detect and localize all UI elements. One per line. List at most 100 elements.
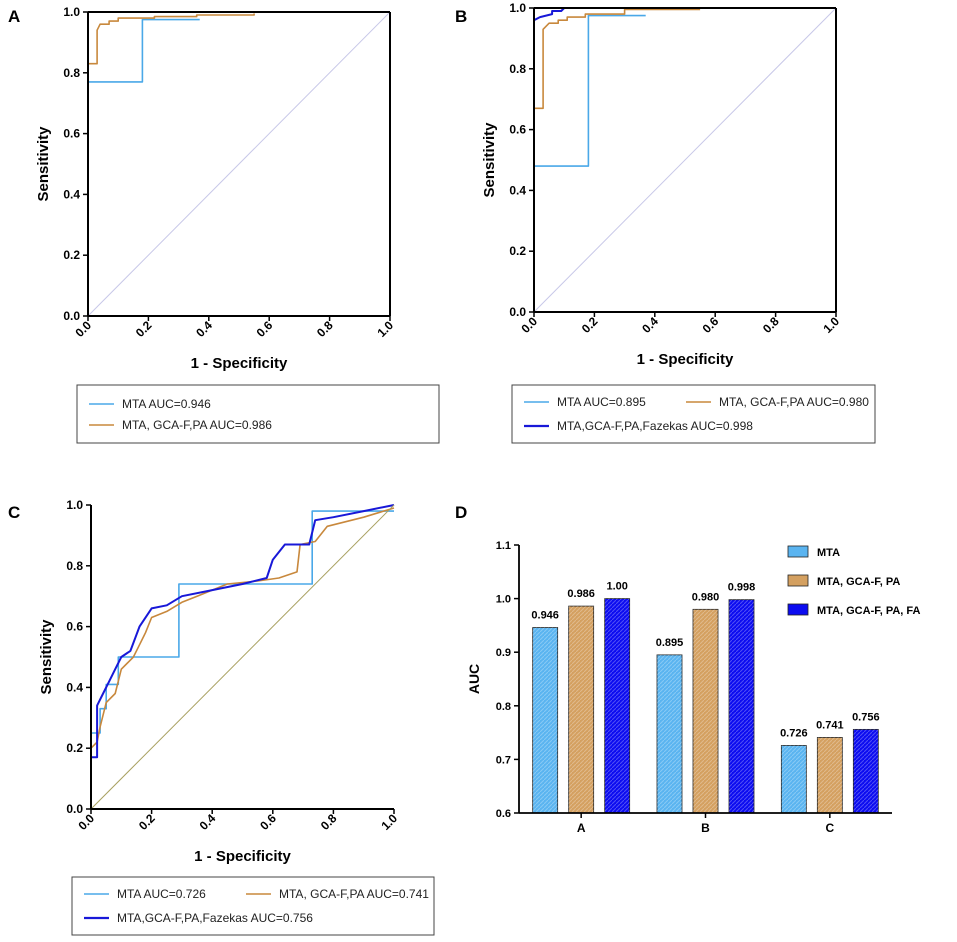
- bar-value-label: 0.998: [728, 582, 756, 594]
- legend-swatch: [787, 545, 809, 558]
- x-tick-label: 1.0: [378, 811, 400, 833]
- bar-value-label: 0.946: [531, 610, 559, 622]
- panel-letter-b: B: [455, 7, 467, 26]
- bar-value-label: 0.741: [816, 719, 844, 731]
- bar-value-label: 0.756: [852, 711, 880, 723]
- x-tick-label: 0.4: [193, 318, 215, 340]
- legend-box: [511, 384, 876, 444]
- y-axis-title: Sensitivity: [35, 126, 52, 202]
- bar-value-label: 0.986: [567, 588, 595, 600]
- x-tick-label: 0.2: [579, 314, 601, 336]
- y-tick-label: 1.1: [496, 540, 511, 552]
- legend-swatch: [787, 603, 809, 616]
- bar-texture: [568, 606, 594, 813]
- y-tick-label: 0.8: [496, 701, 511, 713]
- legend-label: MTA AUC=0.946: [122, 397, 211, 411]
- legend: MTA MTA, GCA-F, PA MTA, GCA-F, PA, FA: [787, 545, 921, 617]
- y-tick-label: 0.4: [66, 680, 83, 694]
- bar-texture: [781, 745, 807, 813]
- legend-box: [76, 384, 440, 444]
- y-tick-label: 0.0: [66, 802, 83, 816]
- y-tick-label: 0.6: [496, 808, 511, 820]
- x-tick-label: 0.6: [254, 318, 276, 340]
- bar-texture: [693, 609, 718, 813]
- bar-value-label: 0.726: [780, 727, 808, 739]
- legend: MTA AUC=0.946 MTA, GCA-F,PA AUC=0.986: [76, 384, 440, 444]
- roc-panel-a: 0.00.20.40.60.81.00.0 0.2 0.4 0.6 0.8 1.01 - …: [35, 5, 440, 444]
- roc-curve-0: [533, 14, 646, 312]
- panel-letter-c: C: [8, 503, 20, 522]
- legend-swatch: [787, 574, 809, 587]
- roc-curve-2: [533, 7, 571, 22]
- y-axis-title: Sensitivity: [38, 619, 55, 695]
- bar-value-label: 0.980: [692, 591, 720, 603]
- x-category-label: A: [577, 821, 586, 835]
- reference-diagonal-line: [533, 7, 837, 313]
- bar-texture: [657, 654, 682, 813]
- legend-label: MTA,GCA-F,PA,Fazekas AUC=0.998: [557, 419, 753, 433]
- legend-label: MTA, GCA-F,PA AUC=0.741: [279, 887, 429, 901]
- x-category-label: C: [825, 821, 834, 835]
- bar-texture: [729, 599, 754, 813]
- y-tick-label: 0.2: [509, 244, 526, 258]
- x-tick-label: 0.8: [760, 314, 782, 336]
- x-axis-title: 1 - Specificity: [637, 351, 734, 368]
- x-tick-label: 0.6: [700, 314, 722, 336]
- x-tick-label: 0.8: [314, 318, 336, 340]
- roc-curve-1: [90, 507, 395, 749]
- legend-label: MTA, GCA-F, PA, FA: [817, 605, 921, 617]
- roc-curve-0: [87, 18, 200, 262]
- y-tick-label: 0.4: [63, 187, 80, 201]
- bar-texture: [853, 729, 879, 813]
- legend: MTA AUC=0.726 MTA, GCA-F,PA AUC=0.741 MTA,…: [71, 876, 435, 936]
- y-tick-label: 0.0: [509, 305, 526, 319]
- bar-texture: [604, 598, 630, 813]
- y-tick-label: 1.0: [63, 5, 80, 19]
- y-tick-label: 0.7: [496, 754, 511, 766]
- reference-diagonal-line: [90, 504, 395, 810]
- x-category-label: B: [701, 821, 710, 835]
- bar-texture: [817, 737, 843, 813]
- legend-label: MTA, GCA-F,PA AUC=0.980: [719, 395, 869, 409]
- y-tick-label: 1.0: [509, 1, 526, 15]
- roc-panel-b: 0.00.20.40.60.81.00.0 0.2 0.4 0.6 0.8 1.01 - …: [481, 1, 876, 444]
- y-tick-label: 0.6: [509, 123, 526, 137]
- roc-panel-c: 0.00.20.40.60.81.00.0 0.2 0.4 0.6 0.8 1.01 - …: [38, 498, 435, 936]
- y-axis-title: Sensitivity: [481, 122, 498, 198]
- x-tick-label: 1.0: [374, 318, 396, 340]
- bar-panel-d: 0.946 0.986 1.00 A 0.895 0.980 0.998 B 0.726 0.74…: [466, 540, 921, 835]
- y-tick-label: 0.8: [66, 559, 83, 573]
- reference-diagonal-line: [87, 11, 391, 317]
- x-tick-label: 1.0: [820, 314, 842, 336]
- x-tick-label: 0.4: [639, 314, 661, 336]
- y-tick-label: 0.8: [509, 62, 526, 76]
- x-tick-label: 0.6: [257, 811, 279, 833]
- panel-letter-d: D: [455, 503, 467, 522]
- legend-label: MTA, GCA-F, PA: [817, 576, 900, 588]
- legend-label: MTA, GCA-F,PA AUC=0.986: [122, 418, 272, 432]
- legend-label: MTA AUC=0.895: [557, 395, 646, 409]
- roc-curve-2: [90, 504, 395, 809]
- x-tick-label: 0.2: [133, 318, 155, 340]
- roc-curve-1: [87, 13, 255, 316]
- roc-curve-1: [533, 8, 701, 291]
- panel-letter-a: A: [8, 7, 20, 26]
- x-axis-title: 1 - Specificity: [191, 355, 288, 372]
- y-tick-label: 0.6: [66, 620, 83, 634]
- legend-box: [71, 876, 435, 936]
- y-tick-label: 0.6: [63, 127, 80, 141]
- y-tick-label: 0.2: [66, 741, 83, 755]
- y-axis-title: AUC: [466, 664, 482, 694]
- legend-label: MTA: [817, 547, 840, 559]
- bar-value-label: 1.00: [606, 581, 627, 593]
- y-tick-label: 1.0: [496, 594, 511, 606]
- x-tick-label: 0.2: [136, 811, 158, 833]
- y-tick-label: 0.4: [509, 183, 526, 197]
- roc-curve-0: [91, 510, 394, 734]
- legend-label: MTA,GCA-F,PA,Fazekas AUC=0.756: [117, 911, 313, 925]
- x-tick-label: 0.8: [318, 811, 340, 833]
- legend-label: MTA AUC=0.726: [117, 887, 206, 901]
- y-tick-label: 0.9: [496, 647, 511, 659]
- legend: MTA AUC=0.895 MTA, GCA-F,PA AUC=0.980 MTA,…: [511, 384, 876, 444]
